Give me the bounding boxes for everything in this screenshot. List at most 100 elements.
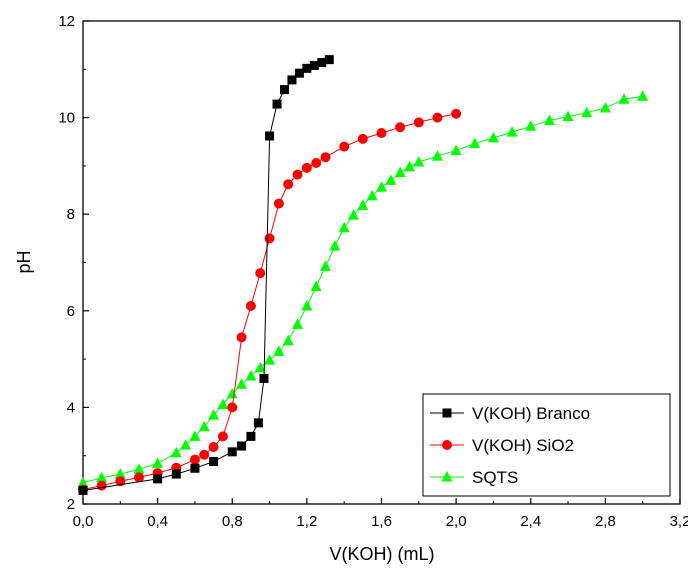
data-point: [115, 476, 126, 487]
data-point: [431, 150, 443, 161]
y-tick-label: 2: [67, 496, 75, 513]
data-point: [301, 299, 313, 311]
data-point: [254, 361, 266, 373]
legend-label: V(KOH) Branco: [472, 404, 590, 423]
data-point: [189, 430, 201, 441]
data-point: [338, 221, 350, 233]
legend-marker: [441, 471, 453, 482]
x-tick-label: 2,0: [446, 513, 467, 530]
y-axis-title: pH: [14, 250, 34, 273]
data-point: [339, 141, 350, 152]
data-point: [133, 463, 145, 474]
data-point: [217, 398, 229, 410]
data-point: [255, 268, 266, 279]
data-point: [77, 476, 89, 488]
data-point: [264, 354, 276, 365]
data-point: [265, 131, 275, 141]
data-point: [259, 373, 269, 383]
data-point: [310, 280, 322, 292]
data-point: [487, 131, 499, 143]
y-tick-label: 10: [58, 110, 75, 127]
data-point: [282, 334, 294, 346]
data-point: [292, 169, 303, 180]
x-tick-label: 2,8: [595, 513, 616, 530]
data-point: [236, 378, 248, 389]
data-point: [273, 198, 284, 209]
data-point: [152, 457, 164, 468]
x-tick-label: 0,4: [147, 513, 168, 530]
data-point: [190, 463, 200, 473]
data-point: [208, 409, 220, 420]
legend-marker: [442, 440, 452, 450]
data-point: [199, 449, 210, 460]
data-point: [469, 137, 481, 149]
series-1: [78, 108, 462, 495]
data-point: [581, 106, 593, 118]
data-point: [348, 209, 360, 220]
x-tick-label: 1,6: [371, 513, 392, 530]
y-tick-label: 12: [58, 13, 75, 30]
data-point: [376, 128, 387, 139]
data-point: [385, 174, 397, 185]
data-point: [618, 93, 630, 104]
data-point: [245, 370, 257, 381]
data-point: [237, 441, 247, 451]
x-tick-label: 1,2: [296, 513, 317, 530]
data-point: [264, 233, 275, 244]
data-point: [198, 420, 210, 432]
x-tick-label: 0,0: [73, 513, 94, 530]
data-point: [171, 469, 181, 479]
data-point: [114, 468, 126, 479]
data-point: [599, 101, 611, 113]
data-point: [376, 181, 387, 192]
x-axis-title: V(KOH) (mL): [330, 544, 435, 564]
data-point: [394, 166, 406, 178]
data-point: [317, 58, 327, 68]
y-tick-label: 4: [67, 399, 75, 416]
legend-marker: [442, 408, 452, 418]
legend-box: [422, 393, 671, 497]
x-axis: 0,0 0,4 0,8 1,2 1,6 2,0 2,4 2,8 3,2: [73, 498, 688, 530]
data-point: [329, 240, 341, 251]
data-point: [311, 158, 322, 169]
data-point: [279, 85, 289, 95]
data-point: [506, 126, 518, 137]
data-point: [272, 99, 282, 109]
data-point: [451, 108, 462, 119]
data-point: [294, 68, 304, 78]
data-point: [133, 472, 144, 483]
data-point: [525, 120, 537, 131]
data-point: [432, 112, 443, 123]
data-point: [153, 474, 163, 484]
y-tick-label: 8: [67, 206, 75, 223]
data-point: [413, 156, 425, 167]
data-point: [246, 431, 256, 441]
data-point: [301, 162, 312, 173]
series-0: [78, 55, 334, 495]
data-point: [309, 60, 319, 70]
y-axis: 2 4 6 8 10 12: [58, 13, 89, 513]
data-point: [292, 318, 304, 329]
legend-label: SQTS: [472, 468, 518, 487]
data-point: [413, 117, 424, 128]
data-point: [227, 402, 238, 413]
data-point: [273, 345, 285, 356]
data-point: [287, 75, 297, 85]
x-tick-label: 2,4: [520, 513, 541, 530]
series-layer: [77, 55, 649, 495]
data-point: [395, 122, 406, 133]
data-point: [562, 110, 574, 122]
data-point: [320, 260, 332, 271]
data-point: [170, 446, 182, 458]
data-point: [245, 300, 256, 311]
data-point: [189, 454, 200, 465]
data-point: [217, 431, 228, 442]
data-point: [209, 456, 219, 466]
data-point: [324, 55, 334, 65]
data-point: [320, 152, 331, 163]
data-point: [208, 442, 219, 453]
data-point: [227, 447, 237, 457]
x-tick-label: 3,2: [670, 513, 688, 530]
legend-label: V(KOH) SiO2: [472, 436, 574, 455]
